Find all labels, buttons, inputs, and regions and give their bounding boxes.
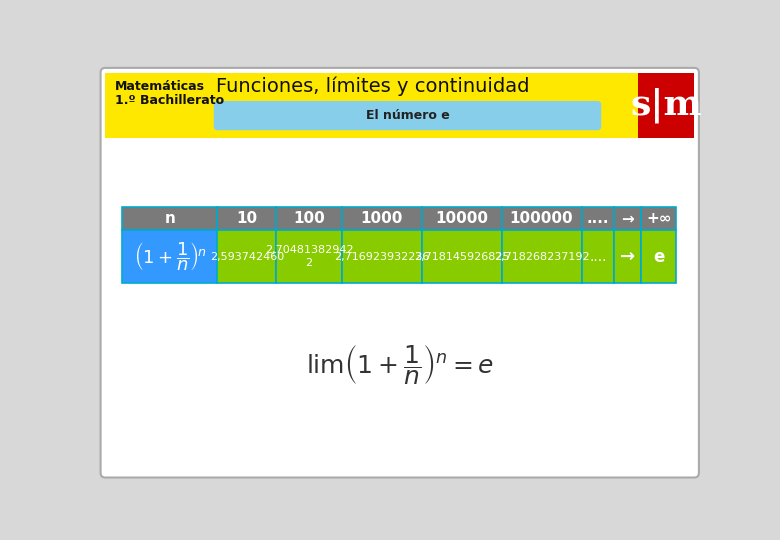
Text: $\lim\left(1+\dfrac{1}{n}\right)^{n}=e$: $\lim\left(1+\dfrac{1}{n}\right)^{n}=e$ xyxy=(306,343,494,387)
Text: $\left(1+\dfrac{1}{n}\right)^{\!n}$: $\left(1+\dfrac{1}{n}\right)^{\!n}$ xyxy=(133,240,206,273)
Bar xyxy=(276,207,342,231)
Text: 10000: 10000 xyxy=(435,211,488,226)
FancyBboxPatch shape xyxy=(214,101,601,130)
Bar xyxy=(614,231,641,283)
Bar xyxy=(276,231,342,283)
Text: El número e: El número e xyxy=(366,109,449,122)
Text: 2,718145926825: 2,718145926825 xyxy=(414,252,509,261)
Text: 10: 10 xyxy=(236,211,257,226)
Bar xyxy=(639,72,694,138)
Bar xyxy=(641,207,676,231)
Text: 2,593742460: 2,593742460 xyxy=(210,252,284,261)
Text: Funciones, límites y continuidad: Funciones, límites y continuidad xyxy=(216,77,530,96)
Text: 2,70481382942
2: 2,70481382942 2 xyxy=(264,245,353,268)
Text: ....: .... xyxy=(587,211,609,226)
Text: →: → xyxy=(620,247,635,266)
Bar xyxy=(217,207,276,231)
Text: 100000: 100000 xyxy=(510,211,573,226)
Bar xyxy=(421,231,502,283)
Bar xyxy=(122,207,217,231)
Bar xyxy=(342,207,421,231)
Bar xyxy=(502,207,582,231)
Text: n: n xyxy=(165,211,176,226)
Bar xyxy=(217,231,276,283)
FancyBboxPatch shape xyxy=(101,68,699,477)
Text: 1.º Bachillerato: 1.º Bachillerato xyxy=(115,94,224,107)
Bar xyxy=(502,231,582,283)
Text: Matemáticas: Matemáticas xyxy=(115,80,204,93)
Bar xyxy=(582,207,614,231)
Text: e: e xyxy=(653,247,665,266)
Text: 1000: 1000 xyxy=(360,211,402,226)
Text: 100: 100 xyxy=(293,211,324,226)
Bar xyxy=(342,231,421,283)
Bar xyxy=(421,207,502,231)
Text: →: → xyxy=(621,211,634,226)
Bar xyxy=(641,231,676,283)
Text: 2,716923932236: 2,716923932236 xyxy=(334,252,429,261)
Text: +∞: +∞ xyxy=(646,211,672,226)
Text: ....: .... xyxy=(589,249,607,264)
Bar xyxy=(105,72,694,138)
Bar xyxy=(614,207,641,231)
Bar xyxy=(582,231,614,283)
Text: s|m: s|m xyxy=(630,87,702,123)
Text: 2,718268237192: 2,718268237192 xyxy=(494,252,590,261)
Bar xyxy=(122,231,217,283)
